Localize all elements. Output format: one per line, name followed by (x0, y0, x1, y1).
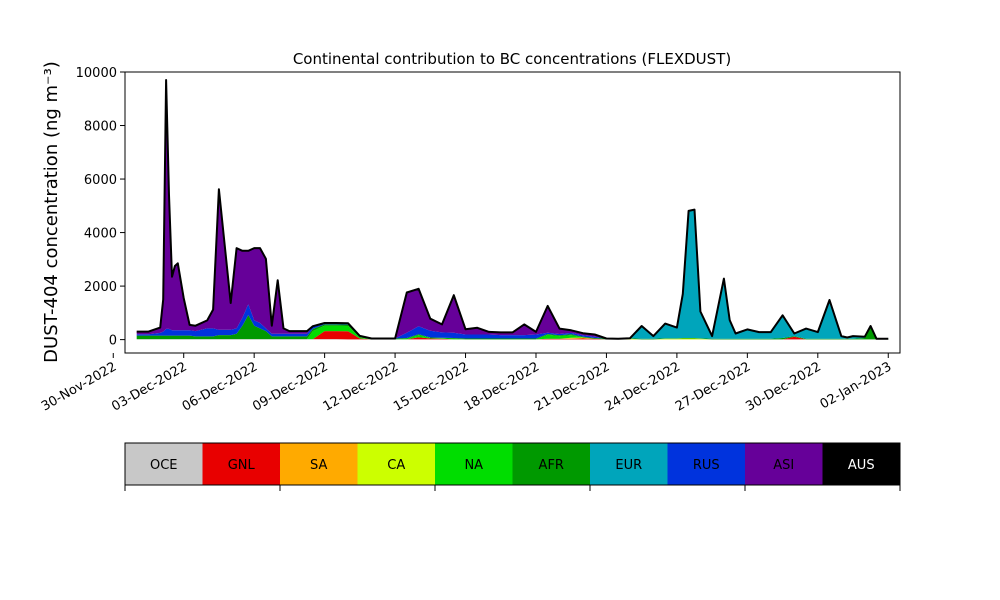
legend-swatch-na (435, 443, 513, 485)
legend-swatch-rus (667, 443, 745, 485)
legend-label-aus: AUS (848, 458, 875, 473)
y-axis-label: DUST-404 concentration (ng m⁻³) (41, 61, 62, 363)
legend-label-gnl: GNL (228, 458, 256, 473)
legend-swatch-gnl (202, 443, 280, 485)
y-tick-label: 10000 (76, 66, 117, 81)
area-asi (136, 80, 889, 339)
x-axis: 30-Nov-202203-Dec-202206-Dec-202209-Dec-… (39, 353, 894, 415)
legend-label-ca: CA (387, 458, 405, 473)
y-tick-label: 8000 (84, 120, 117, 135)
legend-label-sa: SA (310, 458, 327, 473)
x-tick-label: 12-Dec-2022 (321, 359, 401, 414)
area-afr (136, 315, 889, 340)
y-tick-label: 2000 (84, 280, 117, 295)
area-gnl (136, 331, 889, 340)
plot-frame (124, 71, 901, 354)
area-na (136, 325, 889, 340)
total-line-layer (136, 79, 889, 340)
y-tick-label: 6000 (84, 173, 117, 188)
legend-label-afr: AFR (539, 458, 564, 473)
legend-label-rus: RUS (693, 458, 720, 473)
y-tick-label: 0 (109, 334, 117, 349)
legend-swatch-eur (590, 443, 668, 485)
x-tick-label: 30-Nov-2022 (39, 359, 119, 414)
legend-label-na: NA (464, 458, 483, 473)
chart-title: Continental contribution to BC concentra… (293, 50, 731, 68)
x-tick-label: 24-Dec-2022 (602, 359, 682, 414)
x-tick-label: 02-Jan-2023 (818, 359, 895, 412)
legend-swatch-asi (745, 443, 823, 485)
legend-swatch-afr (512, 443, 590, 485)
x-tick-label: 06-Dec-2022 (180, 359, 260, 414)
area-oce (136, 339, 889, 340)
x-tick-label: 15-Dec-2022 (391, 359, 471, 414)
x-tick-label: 03-Dec-2022 (109, 359, 189, 414)
total-line (136, 79, 889, 340)
legend-swatch-aus (822, 443, 900, 485)
legend: OCE GNL SA CA NA AFR EUR RUS ASI AUS (124, 442, 901, 491)
x-tick-label: 21-Dec-2022 (532, 359, 612, 414)
legend-swatch-sa (280, 443, 358, 485)
y-tick-label: 4000 (84, 227, 117, 242)
legend-label-asi: ASI (773, 458, 794, 473)
x-tick-label: 30-Dec-2022 (743, 359, 823, 414)
legend-label-eur: EUR (615, 458, 642, 473)
legend-swatch-ca (357, 443, 435, 485)
stacked-areas (136, 80, 889, 340)
legend-swatch-oce (125, 443, 203, 485)
x-tick-label: 09-Dec-2022 (250, 359, 330, 414)
x-tick-label: 18-Dec-2022 (462, 359, 542, 414)
x-tick-label: 27-Dec-2022 (673, 359, 753, 414)
legend-label-oce: OCE (150, 458, 178, 473)
legend-frame (124, 442, 901, 486)
y-axis: 0 2000 4000 6000 8000 10000 (76, 66, 125, 349)
